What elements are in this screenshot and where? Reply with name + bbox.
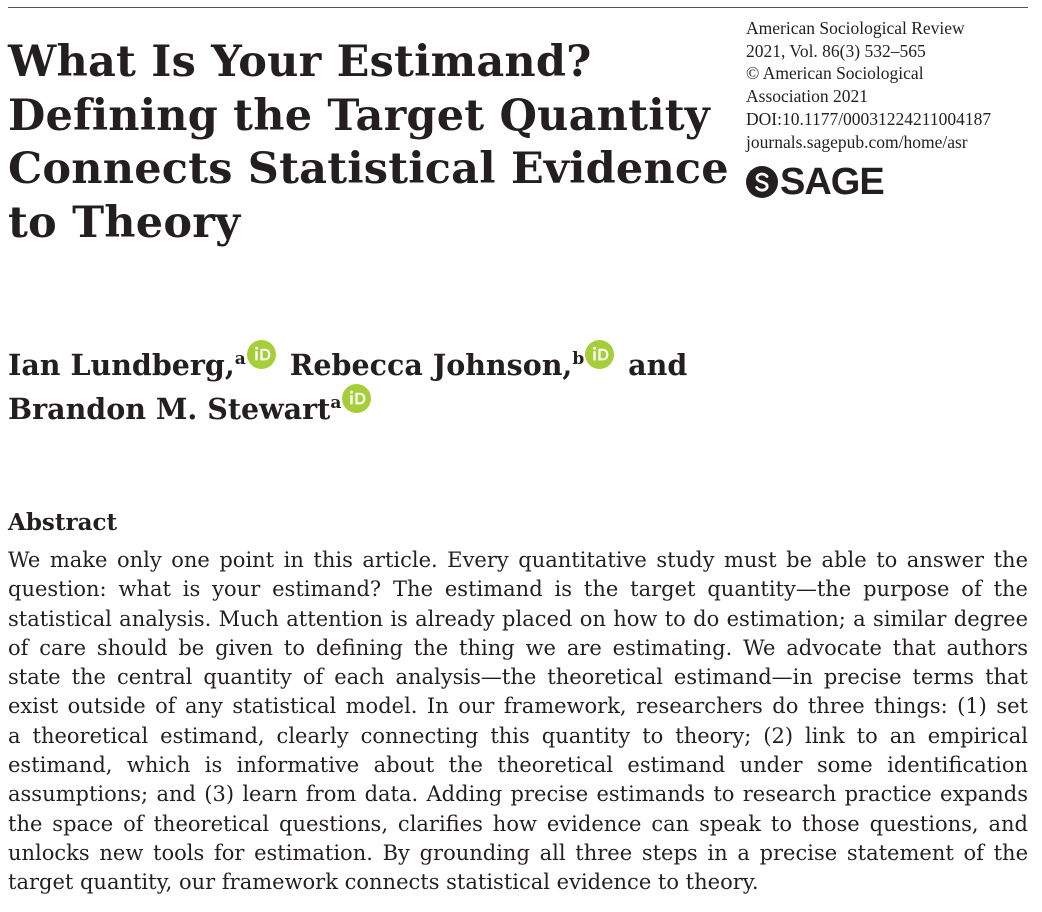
affiliation-marker: b: [572, 349, 585, 369]
sage-wordmark: SAGE: [780, 161, 885, 203]
author-line: Ian Lundberg,a Rebecca Johnson,b and: [8, 340, 708, 384]
abstract-line: the space of theoretical questions, clar…: [8, 811, 1028, 836]
author-connector: and: [628, 348, 688, 382]
abstract-heading: Abstract: [8, 509, 118, 536]
author-name: Brandon M. Stewart: [8, 392, 331, 426]
abstract-line: assumptions; and (3) learn from data. Ad…: [8, 782, 1028, 807]
copyright-line: © American Sociological: [746, 63, 924, 84]
abstract-line: state the central quantity of each analy…: [8, 665, 1028, 690]
abstract-line: estimand, which is informative about the…: [8, 753, 1028, 778]
journal-name: American Sociological Review: [746, 18, 965, 38]
title-line: What Is Your Estimand?: [8, 37, 592, 87]
title-line: to Theory: [8, 197, 241, 248]
orcid-icon[interactable]: [585, 340, 615, 369]
doi-link[interactable]: DOI:10.1177/00031224211004187: [746, 108, 992, 129]
author-list: Ian Lundberg,a Rebecca Johnson,b and Bra…: [8, 340, 708, 428]
sage-s-icon: [746, 166, 778, 198]
copyright-line: Association 2021: [746, 86, 869, 107]
abstract-line: question: what is your estimand? The est…: [8, 577, 1028, 602]
abstract-line: unlocks new tools for estimation. By gro…: [8, 840, 1028, 865]
author-name: Ian Lundberg,: [8, 348, 235, 382]
abstract-body: We make only one point in this article. …: [8, 546, 1028, 898]
orcid-icon[interactable]: [342, 384, 372, 413]
abstract-line: We make only one point in this article. …: [8, 548, 1028, 572]
abstract-line: a theoretical estimand, clearly connecti…: [8, 723, 1028, 748]
title-line: Defining the Target Quantity: [8, 90, 710, 141]
sage-logo: SAGE: [746, 161, 885, 203]
article-title: What Is Your Estimand? Defining the Targ…: [8, 36, 729, 250]
abstract-line: target quantity, our framework connects …: [8, 870, 759, 895]
abstract-line: of care should be given to defining the …: [8, 635, 1028, 660]
abstract-line: exist outside of any statistical model. …: [8, 694, 1028, 719]
journal-meta: American Sociological Review 2021, Vol. …: [746, 17, 1036, 153]
journal-volume: 2021, Vol. 86(3) 532–565: [746, 40, 926, 61]
journal-url-link[interactable]: journals.sagepub.com/home/asr: [746, 131, 968, 152]
abstract-line: statistical analysis. Much attention is …: [8, 606, 1028, 631]
orcid-icon[interactable]: [246, 340, 276, 369]
title-line: Connects Statistical Evidence: [8, 144, 729, 194]
affiliation-marker: a: [234, 349, 246, 369]
affiliation-marker: a: [330, 393, 342, 413]
top-rule: [8, 7, 1028, 8]
author-line: Brandon M. Stewarta: [8, 384, 708, 428]
author-name: Rebecca Johnson,: [289, 348, 573, 382]
